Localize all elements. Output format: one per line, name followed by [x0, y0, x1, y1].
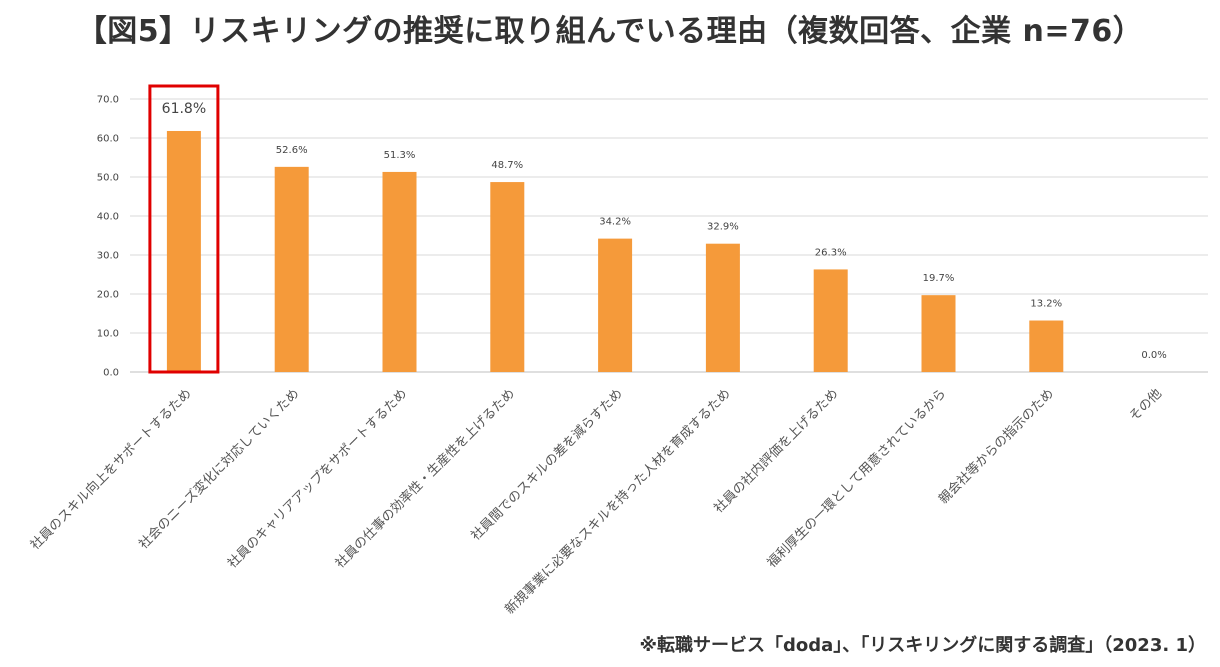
y-tick-label: 50.0 [97, 173, 119, 184]
bar [598, 238, 633, 372]
bar [490, 182, 525, 372]
data-label: 26.3% [815, 247, 847, 258]
highlight-box [148, 84, 220, 374]
data-label: 61.8% [162, 101, 206, 117]
data-label: 34.2% [599, 217, 631, 228]
y-tick-label: 20.0 [97, 290, 119, 301]
bar [813, 269, 848, 372]
category-label: その他 [1127, 386, 1165, 424]
bar [382, 171, 417, 372]
category-label: 社員のキャリアアップをサポートするため [224, 386, 410, 572]
y-tick-label: 0.0 [103, 368, 119, 379]
y-tick-label: 40.0 [97, 212, 119, 223]
bar [705, 243, 740, 372]
category-label: 社員の社内評価を上げるため [711, 386, 842, 517]
data-label: 52.6% [276, 145, 308, 156]
y-tick-label: 10.0 [97, 329, 119, 340]
y-tick-label: 70.0 [97, 95, 119, 106]
y-tick-label: 30.0 [97, 251, 119, 262]
category-label: 社員の仕事の効率性・生産性を上げるため [332, 386, 518, 572]
data-label: 13.2% [1030, 299, 1062, 310]
data-label: 51.3% [384, 150, 416, 161]
bar [1029, 320, 1064, 372]
bar [921, 295, 956, 372]
bar [274, 166, 309, 372]
bar [166, 130, 201, 372]
y-tick-label: 60.0 [97, 134, 119, 145]
data-label: 0.0% [1141, 350, 1166, 361]
data-label: 32.9% [707, 222, 739, 233]
category-label: 親会社等からの指示のため [935, 386, 1057, 508]
category-label: 福利厚生の一環として用意されているから [764, 386, 949, 571]
data-label: 48.7% [491, 160, 523, 171]
data-label: 19.7% [923, 273, 955, 284]
source-footnote: ※転職サービス「doda」、「リスキリングに関する調査」（2023. 1） [639, 635, 1206, 656]
category-label: 新規事業に必要なスキルを持った人材を育成するため [502, 386, 734, 618]
chart-title: 【図5】リスキリングの推奨に取り組んでいる理由（複数回答、企業 n=76） [76, 14, 1144, 49]
